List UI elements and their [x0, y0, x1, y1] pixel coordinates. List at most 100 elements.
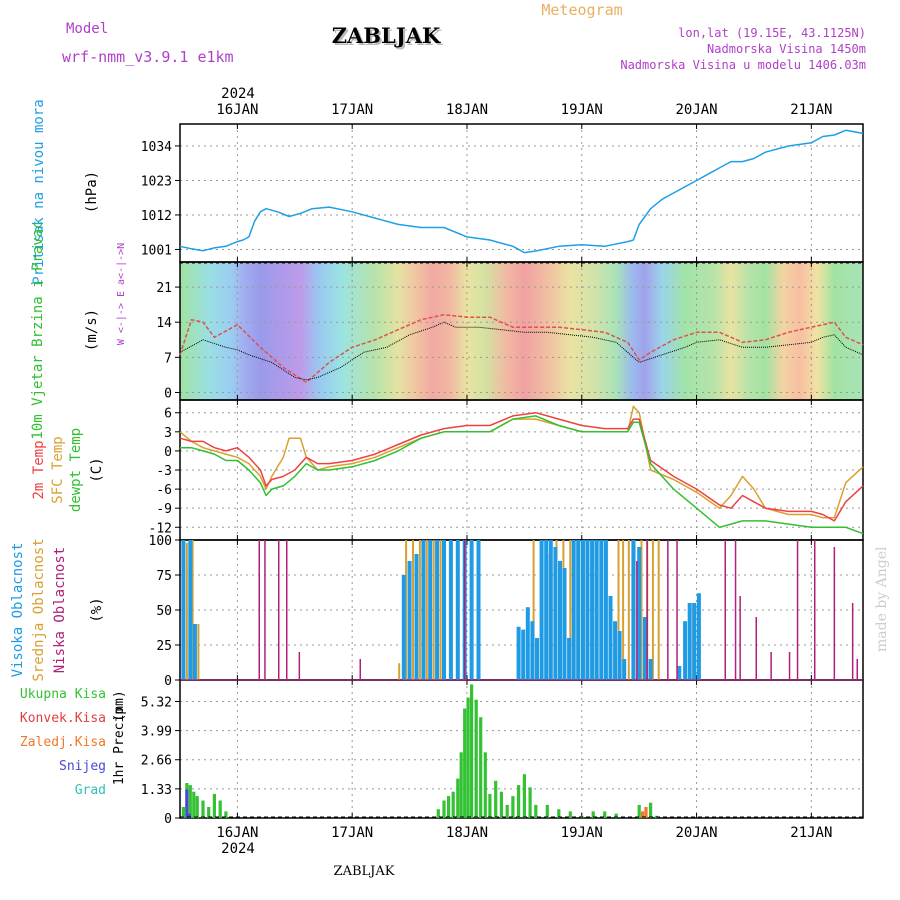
precip-bar: [488, 793, 492, 818]
precip-bar: [591, 811, 595, 818]
bottom-day-label: 19JAN: [561, 825, 603, 841]
wind-ylabel: 10m Vjetar Brzina i Pravac: [30, 220, 46, 439]
cloud-bar: [646, 540, 648, 680]
cloud-bar: [692, 603, 697, 680]
cloud-bar: [683, 621, 688, 680]
cloud-bar: [401, 575, 406, 680]
cloud-bar: [603, 540, 608, 680]
cloud-bar: [642, 617, 647, 680]
cloud-bar: [521, 629, 526, 680]
y-tick-label: 2.66: [141, 754, 172, 769]
wind-speed-line: [179, 321, 864, 381]
cloud-bar: [192, 624, 197, 680]
cloud-bar: [569, 540, 572, 680]
precip-bar: [474, 699, 478, 818]
cloud-bar: [553, 547, 558, 680]
precip-bar: [436, 809, 440, 818]
pressure-ylabel: Pritisak na nivou mora: [31, 99, 47, 284]
temperature-ylabel-item: dewpt Temp: [68, 428, 84, 512]
cloud-bar: [585, 540, 590, 680]
precip-bar: [456, 778, 460, 818]
wind-direction-legend: W <-|-> E a<-|->N: [116, 243, 127, 345]
wind-gust-line: [179, 313, 864, 384]
bottom-day-label: 18JAN: [446, 825, 488, 841]
cloud-bar: [651, 540, 654, 680]
precip-bar: [463, 708, 467, 818]
cloud-bar: [359, 659, 361, 680]
watermark: made by Angel: [874, 546, 890, 652]
bottom-year-label: 2024: [221, 841, 255, 857]
cloud-bar: [636, 561, 638, 680]
precip-bar: [614, 813, 618, 818]
cloud-bar: [264, 540, 266, 680]
cloud-bar: [814, 540, 816, 680]
cloud-bar: [734, 540, 737, 680]
cloud-bar: [627, 540, 630, 680]
cloud-bar: [469, 540, 474, 680]
cloud-bar: [298, 652, 301, 680]
cloud-bar: [608, 596, 613, 680]
cloud-bar: [428, 540, 433, 680]
y-tick-label: 1.33: [141, 783, 172, 798]
precip-bar: [447, 796, 451, 818]
precip-bar: [212, 793, 216, 818]
cloud-bar: [571, 540, 576, 680]
top-year-label: 2024: [221, 86, 255, 102]
cloud-bar: [544, 540, 549, 680]
temp-2m-line: [179, 411, 864, 522]
y-tick-label: 5.32: [141, 695, 172, 710]
precip-bar: [479, 717, 483, 818]
precip-bar: [644, 807, 648, 818]
cloud-bar: [567, 638, 572, 680]
cloud-bar: [414, 554, 419, 680]
y-tick-label: 0: [164, 386, 172, 401]
bottom-day-label: 17JAN: [331, 825, 373, 841]
precip-bar: [195, 796, 199, 818]
cloud-bar: [590, 540, 595, 680]
precip-bar: [188, 785, 192, 818]
cloud-bar: [796, 540, 799, 680]
model-name: wrf-nmm_v3.9.1 e1km: [62, 48, 234, 66]
precip-ylabel: 1hr Precip: [112, 707, 127, 785]
y-tick-label: 14: [156, 316, 172, 331]
y-tick-label: 1001: [141, 243, 172, 258]
precip-bar: [545, 804, 549, 818]
y-tick-label: -9: [156, 502, 172, 517]
cloud-bar: [463, 540, 466, 680]
bottom-day-label: 21JAN: [790, 825, 832, 841]
y-tick-label: 3: [164, 426, 172, 441]
wind-barb-texture: [180, 262, 863, 400]
cloud-bar: [562, 568, 567, 680]
cloud-bar: [677, 666, 682, 680]
cloud-bar: [594, 540, 599, 680]
cloud-bar: [425, 540, 428, 680]
y-tick-label: 0: [164, 812, 172, 827]
temperature-ylabels: 2m Temp SFC Temp dewpt Temp: [31, 428, 84, 512]
top-day-label: 17JAN: [331, 102, 373, 118]
cloud-bar: [539, 540, 544, 680]
cloud-bar: [631, 540, 636, 680]
temperature-unit: (C): [89, 457, 105, 482]
cloud-bar: [407, 561, 412, 680]
y-tick-label: 0: [164, 445, 172, 460]
cloud-bar: [421, 540, 426, 680]
y-tick-label: 50: [156, 604, 172, 619]
bottom-day-label: 20JAN: [675, 825, 717, 841]
panel-frame-0: [179, 123, 864, 263]
cloud-bar: [622, 540, 625, 680]
cloud-bar: [617, 631, 622, 680]
y-tick-label: -3: [156, 464, 172, 479]
model-elevation-label: Nadmorska Visina u modelu 1406.03m: [620, 58, 866, 72]
cloud-bar: [637, 547, 642, 680]
precip-legend-item: Zaledj.Kisa: [20, 735, 106, 750]
panel-grid-0: 1001 1012 1023 1034: [141, 123, 864, 263]
coords-label: lon,lat (19.15E, 43.1125N): [678, 26, 866, 40]
precip-bar: [466, 697, 470, 818]
cloud-bar: [739, 596, 741, 680]
precip-bar: [442, 800, 446, 818]
precip-unit: (mm): [112, 690, 127, 721]
precip-bar: [187, 813, 191, 818]
precip-bar: [451, 791, 455, 818]
cloud-bar: [435, 540, 440, 680]
